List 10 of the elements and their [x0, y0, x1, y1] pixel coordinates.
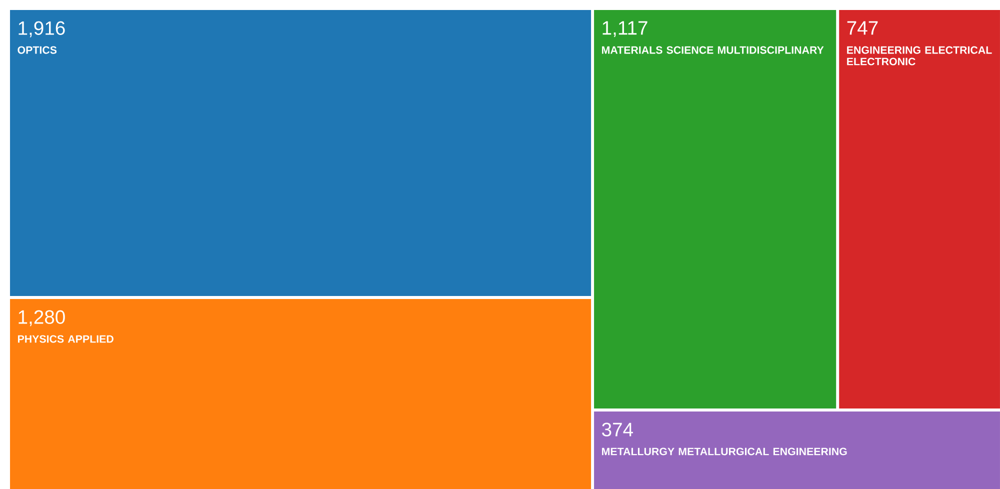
- data-label: 1,280: [18, 310, 65, 326]
- category-label: PHYSICS APPLIED: [18, 335, 114, 343]
- data-label: 1,916: [18, 21, 65, 38]
- data-label: 747: [847, 21, 878, 35]
- category-label: ENGINEERING ELECTRICAL ELECTRONIC: [847, 46, 992, 66]
- data-label: 374: [602, 422, 633, 436]
- data-label: 1,117: [602, 21, 648, 38]
- category-label: OPTICS: [18, 46, 57, 54]
- category-label: MATERIALS SCIENCE MULTIDISCIPLINARY: [602, 46, 824, 54]
- category-label: METALLURGY METALLURGICAL ENGINEERING: [602, 448, 847, 456]
